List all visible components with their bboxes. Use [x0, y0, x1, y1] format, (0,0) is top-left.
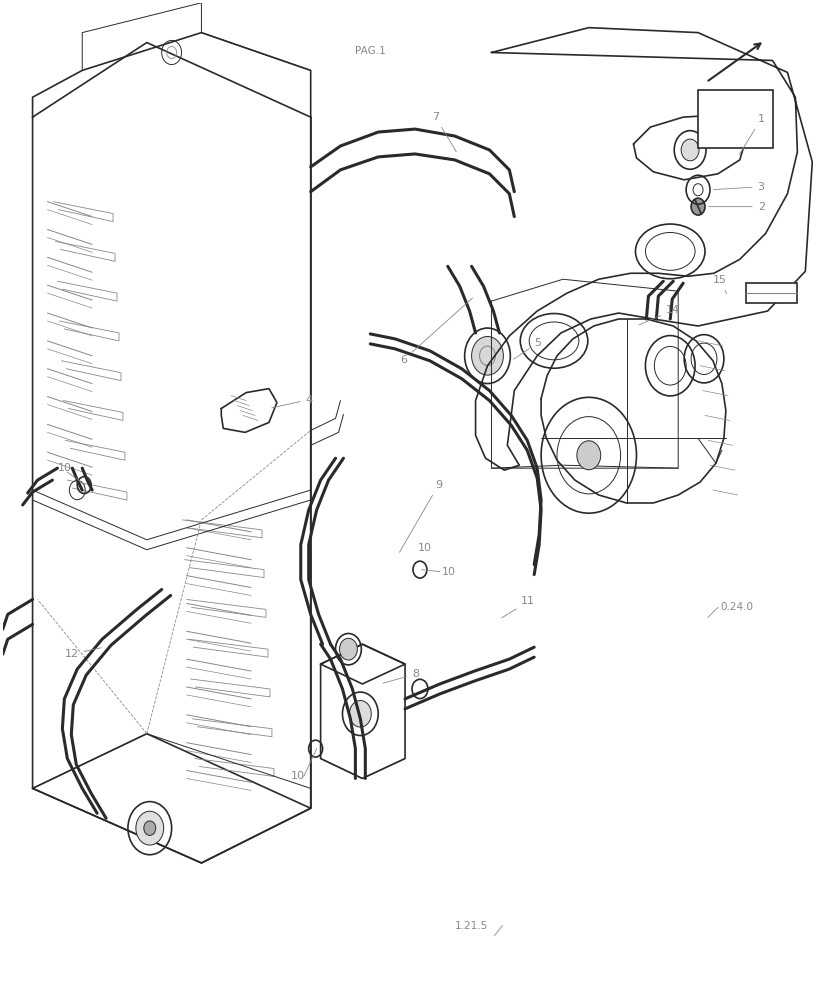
- Bar: [698, 90, 773, 148]
- Circle shape: [691, 198, 705, 215]
- Circle shape: [681, 139, 699, 161]
- Circle shape: [339, 638, 358, 660]
- Text: 9: 9: [400, 480, 442, 552]
- Text: 4: 4: [272, 395, 313, 408]
- Text: 1: 1: [739, 114, 765, 155]
- Circle shape: [577, 441, 601, 470]
- Text: 2: 2: [709, 202, 765, 212]
- Circle shape: [693, 184, 703, 196]
- Text: 7: 7: [432, 112, 456, 152]
- Text: 14: 14: [639, 305, 681, 325]
- Text: 11: 11: [502, 596, 536, 618]
- Bar: [746, 283, 798, 303]
- Circle shape: [136, 811, 164, 845]
- Circle shape: [471, 336, 503, 375]
- Text: 6: 6: [400, 298, 472, 365]
- Text: 3: 3: [714, 182, 765, 192]
- Text: 10: 10: [418, 543, 432, 553]
- Text: 15: 15: [713, 275, 727, 294]
- Text: 8: 8: [383, 669, 419, 683]
- Text: 10: 10: [442, 567, 456, 577]
- Text: 10: 10: [58, 463, 72, 473]
- Text: 1.21.5: 1.21.5: [455, 921, 488, 931]
- Text: 5: 5: [513, 338, 541, 359]
- Circle shape: [144, 821, 156, 835]
- Text: 10: 10: [291, 771, 305, 781]
- Text: 0.24.0: 0.24.0: [720, 602, 753, 612]
- Text: 12: 12: [64, 648, 101, 659]
- Circle shape: [349, 701, 372, 727]
- Text: PAG.1: PAG.1: [355, 46, 386, 56]
